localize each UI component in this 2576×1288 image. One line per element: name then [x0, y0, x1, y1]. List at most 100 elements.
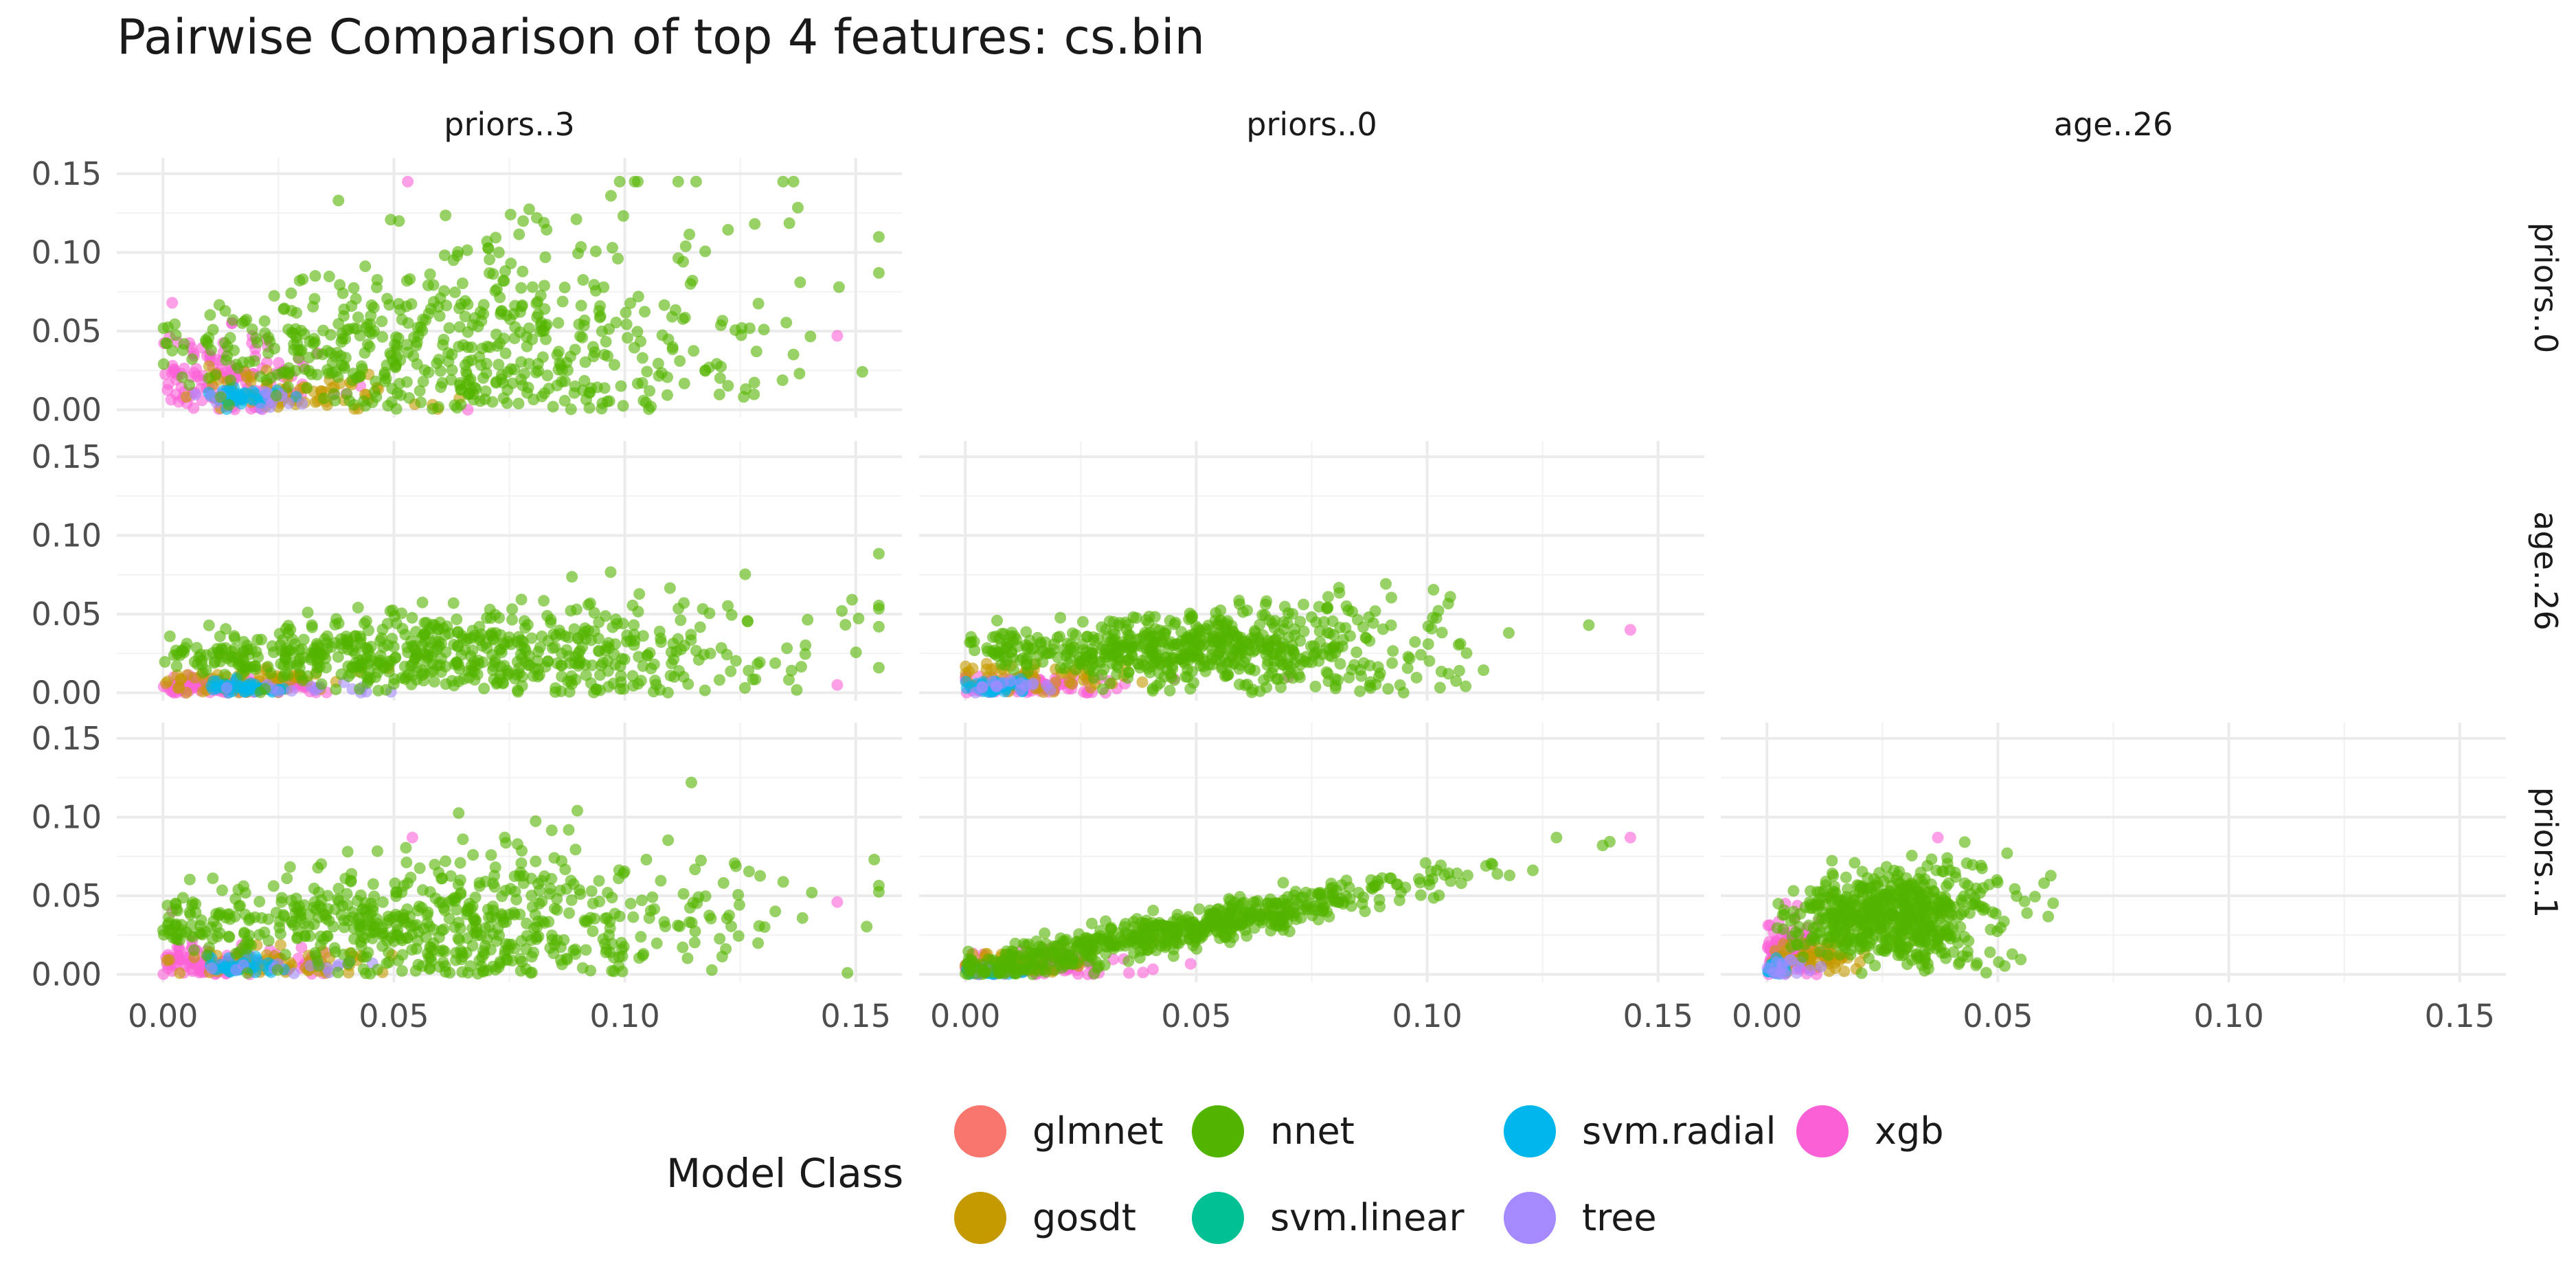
scatter-points — [157, 547, 885, 699]
data-point — [1879, 930, 1892, 942]
data-point — [387, 678, 400, 690]
data-point — [544, 942, 556, 954]
data-point — [846, 594, 858, 606]
data-point — [475, 359, 487, 371]
data-point — [258, 315, 271, 327]
data-point — [1940, 880, 1952, 892]
data-point — [605, 190, 617, 202]
data-point — [558, 281, 571, 293]
data-point — [1230, 630, 1242, 642]
data-point — [548, 852, 561, 864]
data-point — [170, 660, 183, 673]
data-point — [962, 968, 974, 980]
data-point — [425, 951, 437, 964]
row-strip-label: age..26 — [2527, 511, 2564, 630]
data-point — [1104, 938, 1116, 950]
data-point — [317, 324, 329, 337]
data-point — [1063, 676, 1076, 688]
data-point — [1096, 683, 1109, 695]
data-point — [463, 374, 475, 387]
series-nnet — [159, 547, 885, 699]
data-point — [298, 899, 310, 912]
data-point — [216, 884, 228, 896]
data-point — [753, 920, 765, 932]
data-point — [1397, 686, 1410, 699]
data-point — [346, 947, 358, 959]
data-point — [1223, 916, 1235, 928]
data-point — [793, 368, 806, 380]
data-point — [376, 896, 389, 908]
data-point — [372, 963, 384, 975]
data-point — [598, 348, 611, 361]
data-point — [563, 824, 575, 836]
data-point — [486, 627, 498, 640]
data-point — [1184, 629, 1197, 642]
data-point — [538, 280, 550, 292]
data-point — [386, 633, 398, 645]
data-point — [494, 337, 506, 350]
data-point — [730, 860, 742, 872]
data-point — [1829, 962, 1842, 974]
data-point — [431, 357, 443, 370]
data-point — [447, 254, 460, 267]
data-point — [203, 619, 215, 631]
data-point — [1258, 609, 1271, 621]
data-point — [308, 882, 320, 894]
data-point — [1869, 960, 1882, 972]
data-point — [688, 936, 701, 949]
data-point — [741, 615, 754, 627]
facet-panel: 0.000.050.100.15 — [32, 438, 902, 712]
data-point — [599, 912, 611, 925]
data-point — [203, 360, 215, 372]
data-point — [489, 861, 501, 873]
data-point — [620, 306, 632, 319]
data-point — [416, 960, 429, 972]
data-point — [628, 619, 640, 631]
data-point — [1422, 620, 1434, 633]
data-point — [1074, 658, 1086, 670]
data-point — [1787, 885, 1800, 897]
data-point — [218, 668, 231, 681]
data-point — [872, 885, 885, 898]
data-point — [1434, 681, 1446, 694]
data-point — [752, 297, 765, 310]
data-point — [1840, 871, 1852, 883]
data-point — [468, 629, 481, 642]
data-point — [1222, 668, 1234, 681]
data-point — [1037, 959, 1049, 971]
data-point — [495, 629, 507, 641]
data-point — [600, 335, 612, 348]
data-point — [1815, 960, 1827, 973]
data-point — [462, 326, 474, 338]
data-point — [1419, 857, 1432, 869]
data-point — [1432, 605, 1445, 617]
data-point — [359, 642, 372, 655]
data-point — [597, 657, 609, 669]
data-point — [599, 610, 611, 622]
data-point — [559, 863, 572, 876]
data-point — [570, 213, 583, 225]
data-point — [1140, 914, 1153, 927]
data-point — [1021, 651, 1034, 664]
data-point — [1300, 886, 1312, 899]
data-point — [1050, 948, 1062, 960]
data-point — [787, 348, 800, 361]
data-point — [1244, 663, 1256, 675]
data-point — [338, 360, 350, 372]
data-point — [499, 831, 511, 844]
data-point — [490, 231, 502, 244]
data-point — [497, 677, 509, 690]
data-point — [536, 630, 548, 642]
data-point — [291, 659, 303, 671]
data-point — [214, 927, 226, 939]
data-point — [1387, 645, 1399, 657]
data-point — [616, 950, 629, 962]
data-point — [541, 609, 554, 622]
data-point — [370, 671, 382, 683]
data-point — [479, 875, 492, 888]
data-point — [264, 401, 276, 414]
data-point — [433, 310, 446, 322]
data-point — [515, 373, 527, 385]
data-point — [392, 387, 404, 399]
data-point — [640, 853, 653, 866]
